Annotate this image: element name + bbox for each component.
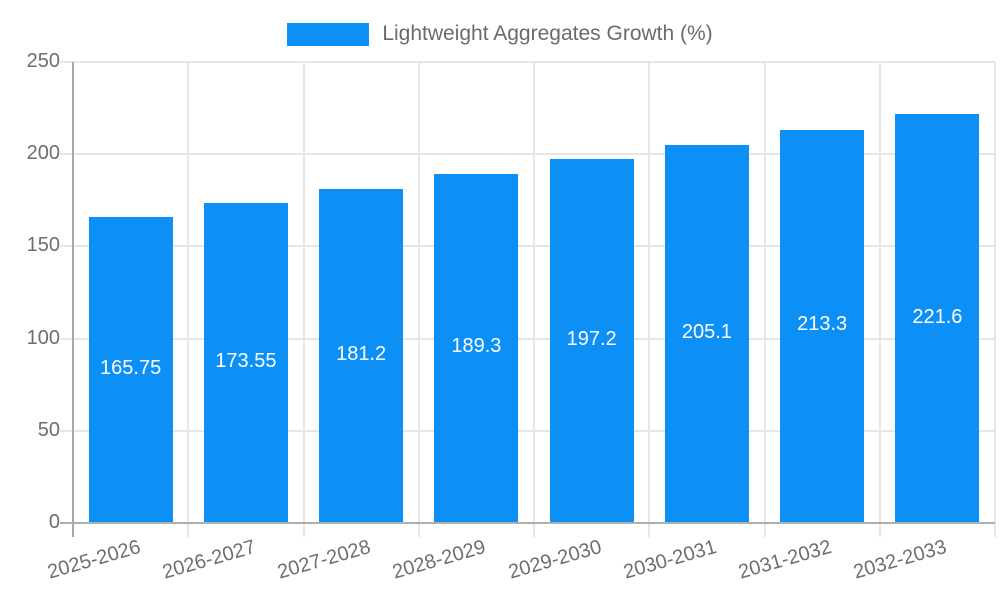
bar-value-label: 197.2 bbox=[566, 328, 617, 351]
legend: Lightweight Aggregates Growth (%) bbox=[0, 21, 1000, 47]
x-axis-tick-label: 2031-2032 bbox=[736, 536, 835, 584]
y-gridline bbox=[60, 153, 995, 156]
y-axis-tick-label: 100 bbox=[26, 326, 60, 349]
bar bbox=[895, 114, 980, 523]
legend-label: Lightweight Aggregates Growth (%) bbox=[382, 22, 713, 45]
bar bbox=[664, 144, 749, 523]
bar bbox=[549, 159, 634, 523]
y-gridline bbox=[60, 337, 995, 340]
bar-value-label: 173.55 bbox=[215, 349, 277, 372]
x-gridline bbox=[878, 62, 881, 537]
x-axis-tick-label: 2025-2026 bbox=[44, 536, 143, 584]
y-gridline bbox=[60, 61, 995, 63]
bar bbox=[434, 173, 519, 523]
bar-value-label: 213.3 bbox=[797, 313, 848, 336]
y-axis-line bbox=[72, 62, 74, 537]
y-axis-tick-label: 150 bbox=[26, 234, 60, 257]
bar bbox=[780, 129, 865, 523]
bar bbox=[319, 188, 404, 523]
x-gridline bbox=[648, 62, 651, 537]
x-axis-tick-label: 2028-2029 bbox=[390, 536, 489, 584]
y-gridline bbox=[60, 429, 995, 432]
bar-value-label: 165.75 bbox=[100, 357, 162, 380]
y-axis-tick-label: 50 bbox=[37, 418, 60, 441]
x-axis-tick-label: 2030-2031 bbox=[620, 536, 719, 584]
x-gridline bbox=[302, 62, 305, 537]
x-gridline bbox=[763, 62, 766, 537]
bar-value-label: 189.3 bbox=[451, 335, 502, 358]
y-axis-tick-label: 0 bbox=[48, 511, 60, 533]
bar bbox=[88, 217, 173, 523]
bar-value-label: 181.2 bbox=[336, 342, 387, 365]
x-gridline bbox=[417, 62, 420, 537]
x-axis-line bbox=[60, 522, 995, 524]
x-gridline bbox=[187, 62, 190, 537]
bar-value-label: 221.6 bbox=[912, 305, 963, 328]
x-gridline bbox=[994, 62, 996, 537]
x-axis-tick-label: 2026-2027 bbox=[159, 536, 258, 584]
x-axis-tick-label: 2032-2033 bbox=[851, 536, 950, 584]
y-gridline bbox=[60, 245, 995, 248]
legend-swatch bbox=[287, 22, 370, 46]
y-axis-tick-label: 200 bbox=[26, 142, 60, 165]
bar-value-label: 205.1 bbox=[681, 320, 732, 343]
y-axis-tick-label: 250 bbox=[26, 50, 60, 72]
x-axis-tick-label: 2029-2030 bbox=[505, 536, 604, 584]
x-axis-tick-label: 2027-2028 bbox=[275, 536, 374, 584]
x-gridline bbox=[533, 62, 535, 537]
bar bbox=[203, 202, 288, 523]
